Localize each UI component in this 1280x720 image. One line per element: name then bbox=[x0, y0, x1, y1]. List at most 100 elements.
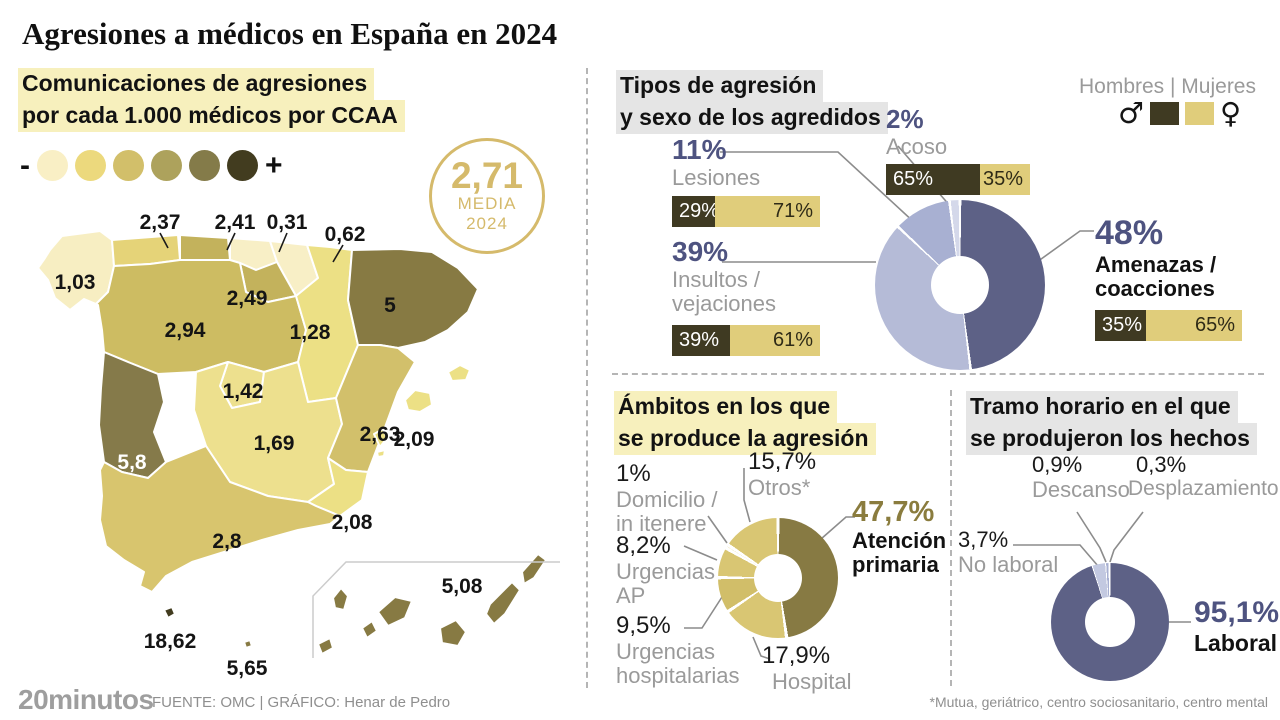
ambitos-panel-title-line2: se produce la agresión bbox=[614, 422, 876, 455]
insultos-gender-bar: 39% 61% bbox=[672, 324, 820, 356]
value-cantabria: 2,41 bbox=[215, 211, 256, 234]
tick-pais-vasco bbox=[278, 232, 288, 253]
laboral-label: Laboral bbox=[1194, 630, 1278, 656]
descanso-group: 0,9% Descanso bbox=[1032, 452, 1130, 502]
acoso-gender-bar: 65% 35% bbox=[886, 163, 1030, 195]
value-pais-vasco: 0,31 bbox=[267, 211, 308, 234]
value-extremadura: 5,8 bbox=[117, 451, 147, 474]
female-color-swatch bbox=[1185, 102, 1214, 125]
amenazas-pct: 48% bbox=[1095, 214, 1164, 252]
acoso-pct: 2% bbox=[886, 104, 924, 134]
leader-hospital bbox=[752, 636, 771, 660]
ambitos-donut-chart bbox=[718, 518, 838, 638]
leader-amenazas bbox=[1036, 230, 1094, 263]
value-madrid: 1,42 bbox=[223, 380, 264, 403]
leader-desplazamiento bbox=[1109, 511, 1144, 563]
source-credit: FUENTE: OMC | GRÁFICO: Henar de Pedro bbox=[152, 694, 451, 711]
insultos-label: Insultos / vejaciones bbox=[672, 267, 776, 316]
leader-domicilio bbox=[707, 515, 728, 544]
value-castilla-la-mancha: 1,69 bbox=[254, 432, 295, 455]
desplazamiento-group: 0,3% Desplazamiento bbox=[1128, 452, 1279, 501]
map-panel-title-line2: por cada 1.000 médicos por CCAA bbox=[18, 99, 405, 132]
scale-dot-2 bbox=[75, 150, 106, 181]
publisher-logo: 20minutos bbox=[18, 684, 154, 715]
island-menorca bbox=[447, 364, 471, 382]
tick-cantabria bbox=[226, 232, 236, 251]
types-panel-title-line2: y sexo de los agredidos bbox=[616, 101, 888, 134]
value-cataluna: 5 bbox=[384, 294, 396, 317]
leader-otros bbox=[743, 468, 751, 523]
island-la-gomera bbox=[361, 620, 378, 639]
acoso-label: Acoso bbox=[886, 134, 948, 159]
region-melilla bbox=[243, 639, 253, 649]
hospital-label: Hospital bbox=[772, 669, 852, 694]
types-donut-chart bbox=[875, 200, 1045, 370]
map-panel-title: Comunicaciones de agresiones por cada 1.… bbox=[18, 68, 405, 132]
map-label-ticks bbox=[159, 232, 344, 263]
leader-lesiones bbox=[720, 151, 917, 225]
island-fuerteventura bbox=[485, 581, 521, 625]
acoso-group: 2% Acoso 65% 35% bbox=[886, 104, 1030, 195]
amenazas-women-pct: 65% bbox=[1146, 309, 1242, 341]
tramo-panel-title-line1: Tramo horario en el que bbox=[966, 391, 1238, 423]
leader-no-laboral bbox=[1013, 544, 1099, 567]
urgencias-ap-pct: 8,2% bbox=[616, 532, 671, 559]
value-ceuta: 18,62 bbox=[144, 630, 197, 653]
no-laboral-label: No laboral bbox=[958, 552, 1059, 577]
island-la-palma bbox=[332, 587, 349, 611]
value-la-rioja: 2,49 bbox=[227, 287, 268, 310]
leader-urgencias-hosp bbox=[684, 596, 723, 629]
value-aragon: 1,28 bbox=[290, 321, 331, 344]
urgencias-hosp-pct: 9,5% bbox=[616, 612, 671, 639]
gender-legend-symbols: ♂ ♀ bbox=[1118, 99, 1241, 128]
scale-dot-3 bbox=[113, 150, 144, 181]
atencion-primaria-label: Atención primaria bbox=[852, 528, 947, 577]
domicilio-group: 1% Domicilio / in itenere bbox=[616, 460, 728, 536]
female-icon: ♀ bbox=[1220, 96, 1242, 130]
tick-navarra bbox=[332, 244, 344, 263]
leader-lines bbox=[683, 145, 1191, 660]
urgencias-hosp-group: 9,5% Urgencias hospitalarias bbox=[616, 612, 768, 688]
leader-descanso bbox=[1076, 511, 1107, 563]
media-badge-label1: MEDIA bbox=[457, 194, 517, 213]
scale-minus-label: - bbox=[20, 149, 30, 182]
island-mallorca bbox=[404, 389, 433, 413]
scale-dot-5 bbox=[189, 150, 220, 181]
island-el-hierro bbox=[317, 637, 334, 655]
color-scale-legend: - + bbox=[20, 150, 283, 181]
lesiones-pct: 11% bbox=[672, 134, 727, 165]
domicilio-pct: 1% bbox=[616, 460, 651, 487]
region-galicia bbox=[37, 230, 115, 311]
vertical-divider-left bbox=[586, 68, 588, 688]
canarias-inset-border bbox=[312, 561, 560, 658]
value-galicia: 1,03 bbox=[55, 271, 96, 294]
island-gran-canaria bbox=[439, 619, 467, 647]
desplazamiento-label: Desplazamiento bbox=[1128, 477, 1279, 500]
lesiones-gender-bar: 29% 71% bbox=[672, 195, 820, 227]
media-badge: 2,71 MEDIA 2024 bbox=[429, 138, 545, 254]
island-ibiza bbox=[373, 428, 388, 448]
region-valencia bbox=[327, 344, 416, 473]
otros-pct: 15,7% bbox=[748, 448, 817, 475]
spain-choropleth-map bbox=[37, 230, 547, 655]
types-panel-title-line1: Tipos de agresión bbox=[616, 70, 824, 102]
island-formentera bbox=[376, 449, 386, 458]
tramo-panel-title: Tramo horario en el que se produjeron lo… bbox=[966, 391, 1257, 455]
value-navarra: 0,62 bbox=[325, 223, 366, 246]
value-melilla: 5,65 bbox=[227, 657, 268, 680]
scale-dot-1 bbox=[37, 150, 68, 181]
descanso-label: Descanso bbox=[1032, 477, 1130, 502]
lesiones-women-pct: 71% bbox=[714, 195, 820, 227]
leader-atencion-primaria bbox=[820, 516, 855, 540]
media-badge-label2: 2024 bbox=[466, 213, 508, 233]
tramo-donut-chart bbox=[1051, 563, 1169, 681]
desplazamiento-pct: 0,3% bbox=[1136, 452, 1187, 477]
descanso-pct: 0,9% bbox=[1032, 452, 1083, 477]
amenazas-group: 48% Amenazas / coacciones 35% 65% bbox=[1095, 214, 1247, 341]
value-valencia: 2,63 bbox=[360, 423, 401, 446]
value-baleares: 2,09 bbox=[394, 428, 435, 451]
ambitos-panel-title: Ámbitos en los que se produce la agresió… bbox=[614, 391, 876, 455]
laboral-group: 95,1% Laboral bbox=[1194, 596, 1279, 657]
